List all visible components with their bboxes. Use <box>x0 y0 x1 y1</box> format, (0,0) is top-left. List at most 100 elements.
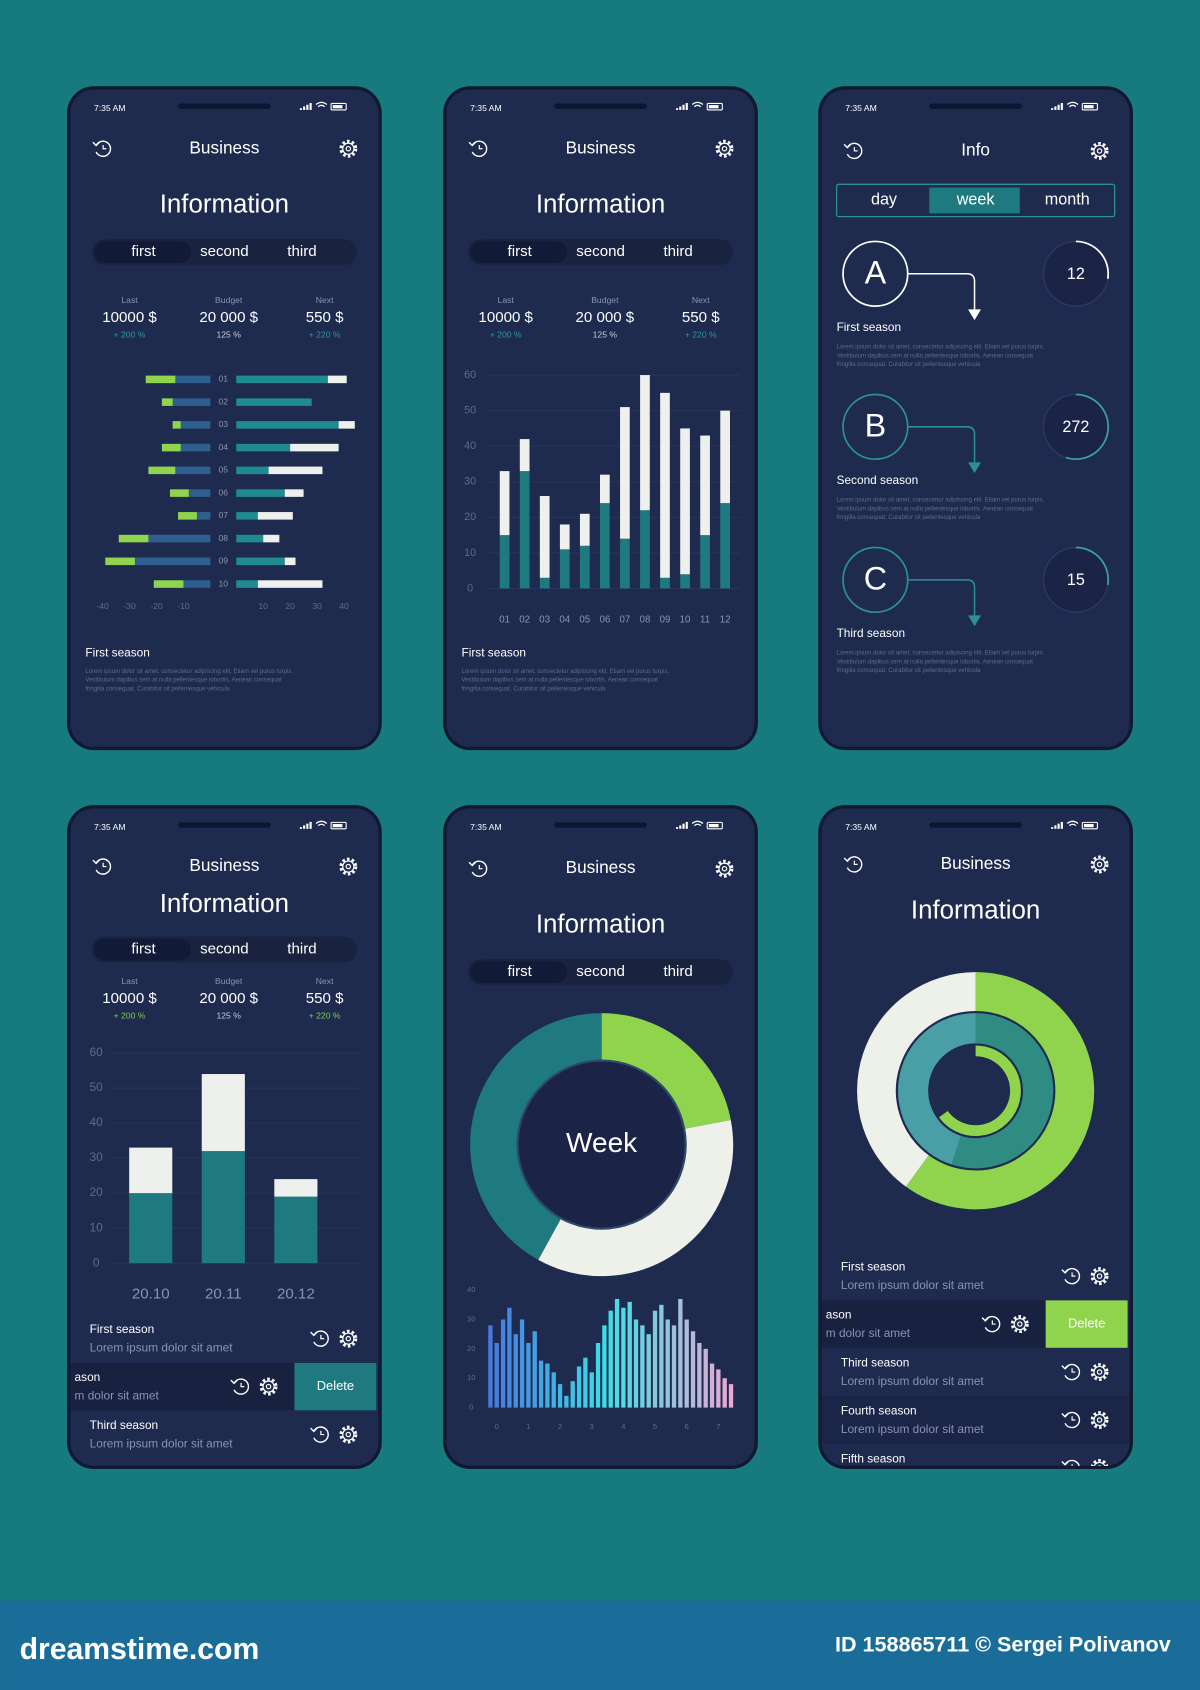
settings-icon[interactable] <box>1090 141 1109 160</box>
history-hands <box>853 860 858 865</box>
bar <box>519 1319 525 1408</box>
history-icon[interactable] <box>1061 1459 1081 1475</box>
screen-title: Information <box>536 911 665 939</box>
bar <box>178 512 197 520</box>
bar <box>257 512 293 520</box>
settings-icon[interactable] <box>715 139 734 158</box>
donut-segment <box>470 1013 603 1260</box>
segment[interactable]: month <box>1045 191 1090 209</box>
gear-teeth <box>339 857 358 876</box>
segment[interactable]: day <box>871 191 898 209</box>
signal-bar <box>309 103 312 110</box>
settings-icon[interactable] <box>1010 1315 1029 1334</box>
list-item[interactable]: Fourth season Lorem ipsum dolor sit amet <box>821 1396 1130 1444</box>
history-icon[interactable] <box>843 856 863 873</box>
settings-icon[interactable] <box>339 1329 358 1348</box>
settings-icon[interactable] <box>339 139 358 158</box>
history-icon[interactable] <box>981 1315 1001 1333</box>
bar-segment <box>700 535 710 589</box>
settings-icon[interactable] <box>1090 855 1109 874</box>
tab[interactable]: second <box>576 243 625 260</box>
item-arrowhead <box>968 309 982 321</box>
history-icon[interactable] <box>230 1378 250 1395</box>
delete-label[interactable]: Delete <box>1068 1316 1105 1331</box>
history-icon[interactable] <box>468 860 488 877</box>
list-item[interactable]: First season Lorem ipsum dolor sit amet <box>90 1322 358 1354</box>
delete-button[interactable] <box>294 1362 377 1411</box>
y-tick-label: 10 <box>464 547 476 559</box>
settings-icon[interactable] <box>1090 1411 1109 1429</box>
tab[interactable]: third <box>287 941 316 958</box>
settings-icon[interactable] <box>1090 1363 1109 1381</box>
gear-teeth <box>715 139 734 158</box>
signal-bar <box>306 104 309 110</box>
tab[interactable]: second <box>200 243 249 260</box>
stat-label: Last <box>121 295 138 305</box>
list-item[interactable]: Delete ason m dolor sit amet <box>821 1300 1128 1348</box>
history-icon[interactable] <box>468 140 488 157</box>
settings-icon[interactable] <box>339 857 358 876</box>
bar <box>118 534 149 543</box>
delete-button[interactable] <box>1045 1300 1128 1348</box>
bar <box>678 1298 683 1408</box>
bar <box>236 375 328 384</box>
segment[interactable]: week <box>956 191 996 209</box>
y-tick-label: 30 <box>464 476 476 488</box>
tab[interactable]: third <box>663 963 692 980</box>
gear-hole <box>345 863 352 870</box>
settings-icon[interactable] <box>1090 1459 1109 1475</box>
stat-label: Budget <box>215 976 243 986</box>
history-arc <box>846 856 863 873</box>
settings-icon[interactable] <box>715 859 734 878</box>
settings-icon[interactable] <box>259 1377 278 1396</box>
gear-hole <box>1096 1417 1103 1423</box>
bar <box>640 1325 645 1408</box>
tab[interactable]: first <box>131 243 156 260</box>
history-icon[interactable] <box>1061 1363 1081 1381</box>
battery-level <box>332 823 343 828</box>
settings-icon[interactable] <box>1090 1267 1109 1286</box>
list-item[interactable]: Third season Lorem ipsum dolor sit amet <box>841 1356 1109 1388</box>
delete-label[interactable]: Delete <box>317 1378 354 1393</box>
ring-segment <box>898 1013 977 1165</box>
tab[interactable]: first <box>508 963 533 980</box>
bar-segment <box>680 574 690 589</box>
x-tick-label: 11 <box>700 614 710 625</box>
tab[interactable]: second <box>200 941 249 958</box>
item-text: fringilla consequat. Curabitur sit pelle… <box>837 515 981 521</box>
list-item[interactable]: Fifth season <box>841 1451 1109 1475</box>
history-icon[interactable] <box>92 140 112 157</box>
bar <box>257 580 323 588</box>
settings-icon[interactable] <box>339 1425 358 1444</box>
stat-label: Budget <box>215 295 243 305</box>
bar <box>716 1369 721 1408</box>
history-icon[interactable] <box>843 142 863 160</box>
tab[interactable]: first <box>508 243 533 260</box>
bar <box>551 1372 556 1408</box>
tab[interactable]: third <box>663 243 692 260</box>
stat-label: Next <box>316 976 334 986</box>
gear-hole <box>721 865 728 872</box>
stat-change: + 220 % <box>309 1011 341 1021</box>
gear-hole <box>345 1335 352 1342</box>
history-icon[interactable] <box>310 1330 329 1347</box>
bar-segment <box>620 538 630 589</box>
bar <box>236 512 258 520</box>
bar-segment <box>499 535 510 589</box>
item-letter: B <box>865 407 887 443</box>
bar-segment <box>519 471 530 589</box>
list-item[interactable]: Delete ason m dolor sit amet <box>70 1362 377 1411</box>
tab[interactable]: first <box>131 941 156 958</box>
history-icon[interactable] <box>92 858 112 875</box>
category-label: 09 <box>219 556 229 566</box>
bar <box>236 580 258 588</box>
history-icon[interactable] <box>310 1426 329 1443</box>
history-icon[interactable] <box>1061 1267 1081 1285</box>
list-item[interactable]: Third season Lorem ipsum dolor sit amet <box>90 1418 358 1450</box>
category-label: 07 <box>219 510 229 520</box>
tab[interactable]: second <box>576 963 625 980</box>
signal-bar <box>299 108 302 110</box>
history-icon[interactable] <box>1061 1411 1081 1429</box>
list-item[interactable]: First season Lorem ipsum dolor sit amet <box>841 1260 1109 1292</box>
tab[interactable]: third <box>287 243 316 260</box>
